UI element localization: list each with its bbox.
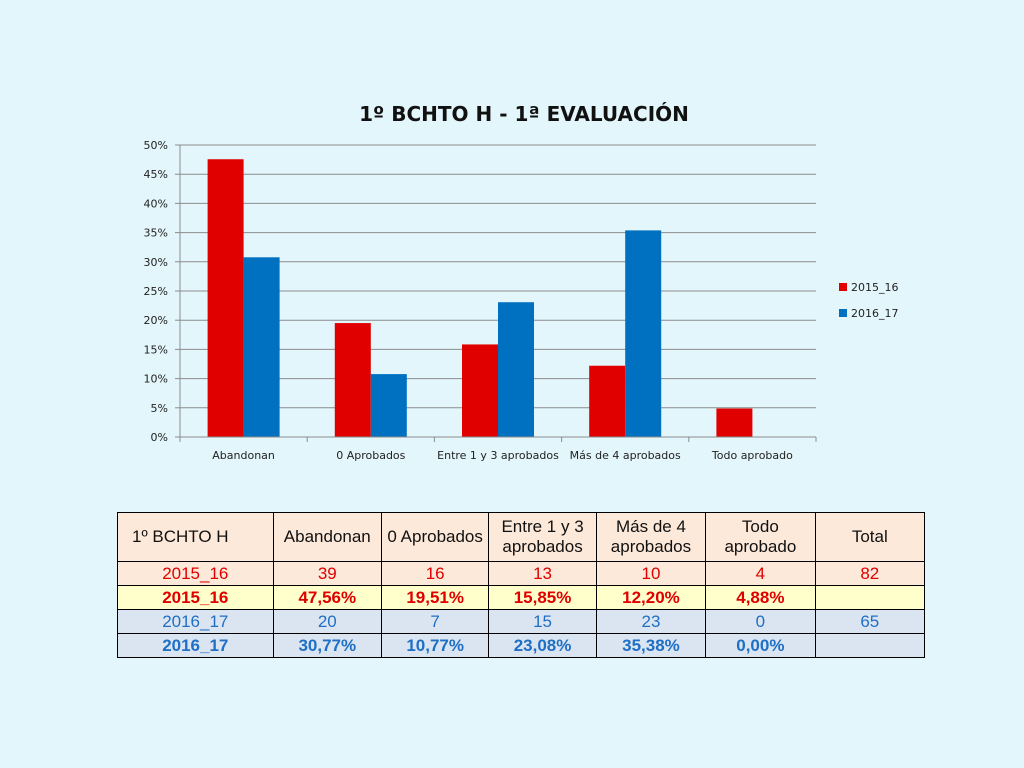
bar-2016_17-2	[498, 302, 534, 437]
table-cell	[814, 585, 926, 610]
table-row: 2016_17 30,77% 10,77% 23,08% 35,38% 0,00…	[117, 633, 926, 658]
table-cell: 23	[595, 609, 707, 634]
table-row: 2015_16 39 16 13 10 4 82	[117, 561, 926, 586]
y-tick-label: 30%	[144, 256, 168, 269]
y-tick-label: 10%	[144, 373, 168, 386]
x-tick-label: Abandonan	[212, 449, 275, 462]
table-cell: 20	[272, 609, 382, 634]
table-header-cell: Entre 1 y 3 aprobados	[488, 512, 597, 562]
y-tick-label: 40%	[144, 197, 168, 210]
table-cell: 2015_16	[117, 585, 274, 610]
x-tick-label: 0 Aprobados	[336, 449, 405, 462]
bar-2016_17-3	[625, 230, 662, 437]
y-tick-label: 50%	[144, 139, 168, 152]
legend-swatch	[839, 309, 847, 317]
y-tick-label: 20%	[144, 314, 168, 327]
y-tick-label: 0%	[151, 431, 168, 444]
table-row: 2016_17 20 7 15 23 0 65	[117, 609, 926, 634]
chart-bars	[207, 159, 753, 437]
table-cell: 7	[380, 609, 490, 634]
table-header-cell: Total	[814, 512, 926, 562]
table-cell: 19,51%	[380, 585, 490, 610]
y-axis-ticks: 0% 5% 10% 15% 20% 25% 30% 35% 40% 45% 50%	[144, 139, 181, 444]
table-cell: 23,08%	[488, 633, 597, 658]
bar-chart: 1º BCHTO H - 1ª EVALUACIÓN 0% 5% 10% 15% 20%…	[144, 102, 899, 462]
table-cell: 30,77%	[272, 633, 382, 658]
bar-2016_17-0	[243, 257, 280, 437]
table-cell: 39	[272, 561, 382, 586]
y-tick-label: 15%	[144, 343, 168, 356]
table-cell: 10	[595, 561, 707, 586]
bar-2015_16-0	[207, 159, 244, 437]
table-cell: 0,00%	[705, 633, 816, 658]
bar-2015_16-3	[589, 365, 626, 437]
table-cell: 10,77%	[380, 633, 490, 658]
table-header-cell: 1º BCHTO H	[117, 512, 274, 562]
table-cell	[814, 633, 926, 658]
x-tick-label: Más de 4 aprobados	[570, 449, 681, 462]
x-axis: Abandonan 0 Aprobados Entre 1 y 3 aprobado…	[179, 436, 817, 462]
table-cell: 2015_16	[117, 561, 274, 586]
table-cell: 82	[814, 561, 926, 586]
bar-2015_16-1	[334, 323, 371, 437]
y-tick-label: 25%	[144, 285, 168, 298]
legend-swatch	[839, 283, 847, 291]
table-cell: 15	[488, 609, 597, 634]
chart-legend: 2015_16 2016_17	[839, 281, 899, 320]
bar-2016_17-1	[370, 374, 407, 437]
table-cell: 16	[380, 561, 490, 586]
table-header-cell: Más de 4 aprobados	[595, 512, 707, 562]
chart-title: 1º BCHTO H - 1ª EVALUACIÓN	[359, 102, 689, 126]
y-tick-label: 5%	[151, 402, 168, 415]
y-tick-label: 35%	[144, 227, 168, 240]
x-tick-label: Todo aprobado	[711, 449, 793, 462]
legend-label: 2015_16	[851, 281, 899, 294]
table-header-cell: Todo aprobado	[705, 512, 816, 562]
table-cell: 35,38%	[595, 633, 707, 658]
table-cell: 4	[705, 561, 816, 586]
table-cell: 2016_17	[117, 609, 274, 634]
table-cell: 13	[488, 561, 597, 586]
y-tick-label: 45%	[144, 168, 168, 181]
legend-label: 2016_17	[851, 307, 899, 320]
table-header-cell: Abandonan	[272, 512, 382, 562]
bar-2015_16-4	[716, 408, 753, 437]
table-cell: 4,88%	[705, 585, 816, 610]
table-cell: 15,85%	[488, 585, 597, 610]
table-header-row: 1º BCHTO H Abandonan 0 Aprobados Entre 1…	[117, 512, 926, 562]
table-cell: 2016_17	[117, 633, 274, 658]
table-cell: 65	[814, 609, 926, 634]
data-table: 1º BCHTO H Abandonan 0 Aprobados Entre 1…	[117, 512, 926, 658]
table-cell: 0	[705, 609, 816, 634]
table-header-cell: 0 Aprobados	[380, 512, 490, 562]
table-row: 2015_16 47,56% 19,51% 15,85% 12,20% 4,88…	[117, 585, 926, 610]
x-tick-label: Entre 1 y 3 aprobados	[437, 449, 559, 462]
table-cell: 47,56%	[272, 585, 382, 610]
table-cell: 12,20%	[595, 585, 707, 610]
bar-2015_16-2	[462, 344, 498, 437]
